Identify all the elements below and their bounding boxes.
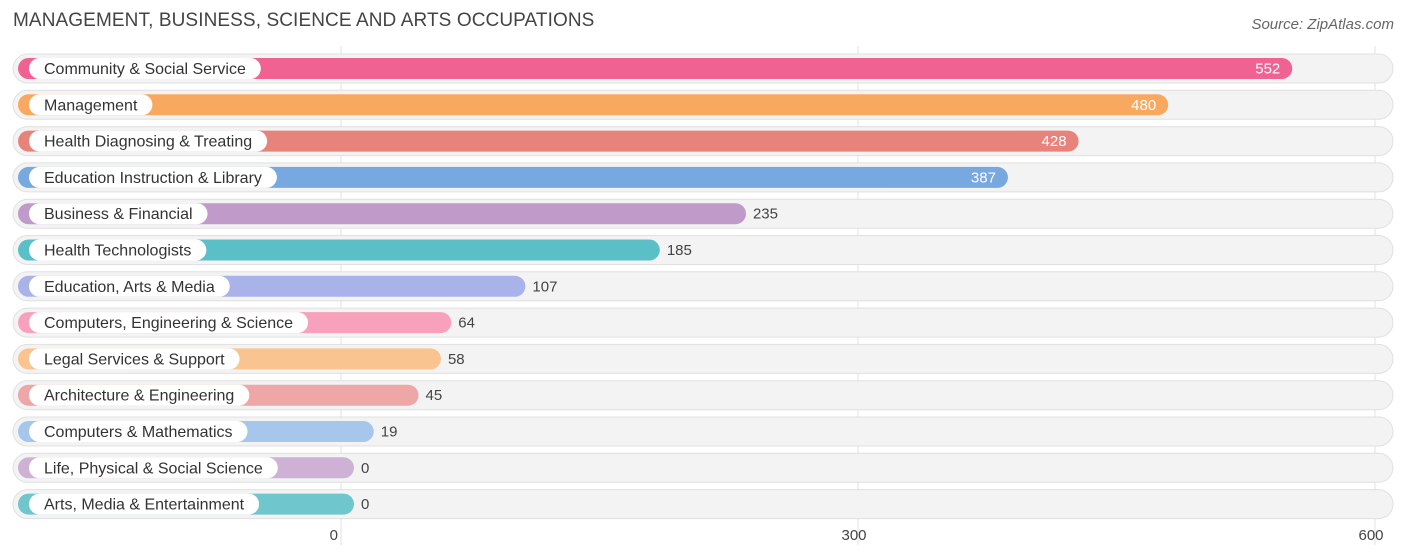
bar-row: Health Diagnosing & Treating 428 <box>12 126 1394 157</box>
value-label: 387 <box>971 169 996 186</box>
x-axis-ticks: 0 300 600 <box>330 527 1384 544</box>
x-tick-label: 600 <box>1358 527 1383 544</box>
bar-label: Computers, Engineering & Science <box>44 315 293 332</box>
bar-label: Legal Services & Support <box>44 351 225 368</box>
value-label: 235 <box>753 206 778 223</box>
value-label: 552 <box>1255 61 1280 78</box>
bar-label-pill <box>29 457 278 479</box>
bar-track <box>12 452 1394 483</box>
bar-label-pill <box>29 203 208 225</box>
bar-label: Health Diagnosing & Treating <box>44 134 252 151</box>
bar-row: Community & Social Service 552 <box>12 53 1394 84</box>
x-tick-label: 300 <box>841 527 866 544</box>
bar-label: Community & Social Service <box>44 61 246 78</box>
value-label: 19 <box>381 424 398 441</box>
bar-row: Legal Services & Support 58 <box>12 343 1394 374</box>
value-label: 64 <box>458 315 475 332</box>
bar-label: Health Technologists <box>44 243 191 260</box>
bar-label-pill <box>29 130 268 152</box>
bar-label: Education, Arts & Media <box>44 279 215 296</box>
bar-label: Life, Physical & Social Science <box>44 460 263 477</box>
bar-row: Education, Arts & Media 107 <box>12 271 1394 302</box>
value-label: 0 <box>361 460 369 477</box>
value-label: 58 <box>448 351 465 368</box>
bar-label-pill <box>29 384 250 406</box>
value-label: 428 <box>1042 133 1067 150</box>
bar-label-pill <box>29 58 261 79</box>
source-credit: Source: ZipAtlas.com <box>1251 16 1394 33</box>
bar-track <box>12 489 1394 520</box>
bar-label: Management <box>44 97 138 114</box>
bar-label-pill <box>29 348 240 370</box>
bar-label: Computers & Mathematics <box>44 424 233 441</box>
bar-rows: Community & Social Service 552 Management 4… <box>12 53 1394 520</box>
bar-label-pill <box>29 493 260 515</box>
bar-row: Arts, Media & Entertainment 0 <box>12 489 1394 520</box>
value-label: 185 <box>667 242 692 259</box>
bar-label-pill <box>29 94 153 116</box>
bar-label: Arts, Media & Entertainment <box>44 497 245 514</box>
bar-label-pill <box>29 421 248 442</box>
x-tick-label: 0 <box>330 527 338 544</box>
bar-row: Business & Financial 235 <box>12 198 1394 229</box>
bar-row: Computers & Mathematics 19 <box>12 416 1394 447</box>
chart-title: MANAGEMENT, BUSINESS, SCIENCE AND ARTS O… <box>13 10 595 31</box>
bar-row: Life, Physical & Social Science 0 <box>12 452 1394 483</box>
bar-label: Architecture & Engineering <box>44 388 234 405</box>
bar <box>18 58 1293 79</box>
bar-row: Health Technologists 185 <box>12 235 1394 265</box>
bar-label-pill <box>29 239 207 261</box>
value-label: 45 <box>426 387 443 404</box>
bar-row: Education Instruction & Library 387 <box>12 162 1394 193</box>
bar-row: Computers, Engineering & Science 64 <box>12 307 1394 338</box>
bar-label: Education Instruction & Library <box>44 170 262 187</box>
bar-label: Business & Financial <box>44 206 193 223</box>
bar <box>18 94 1169 116</box>
value-label: 107 <box>532 278 557 295</box>
bar-label-pill <box>29 275 230 297</box>
bar-row: Architecture & Engineering 45 <box>12 380 1394 411</box>
bar <box>18 130 1079 152</box>
bar-row: Management 480 <box>12 89 1394 120</box>
bar-label-pill <box>29 166 277 188</box>
value-label: 480 <box>1131 97 1156 114</box>
bar-label-pill <box>29 312 309 334</box>
value-label: 0 <box>361 496 369 513</box>
